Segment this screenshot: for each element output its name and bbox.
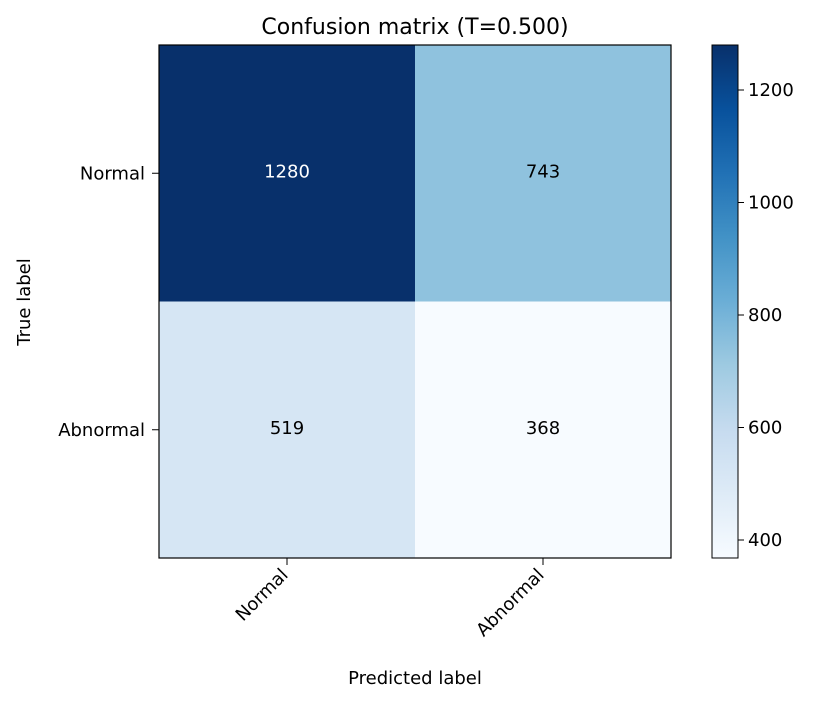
colorbar-tick-label: 1200	[748, 80, 794, 101]
colorbar-ticks: 400 600 800 1000 1200	[738, 80, 794, 551]
matrix-cells	[159, 45, 672, 559]
colorbar-tick-label: 800	[748, 305, 782, 326]
colorbar-tick-label: 400	[748, 530, 782, 551]
matrix-cell-value: 743	[526, 161, 560, 182]
y-tick-label: Abnormal	[58, 420, 145, 441]
matrix-cell	[415, 45, 672, 302]
y-tick-label: Normal	[80, 163, 145, 184]
colorbar: 400 600 800 1000 1200	[711, 44, 794, 559]
matrix-cell-value: 519	[270, 418, 304, 439]
colorbar-gradient	[711, 44, 739, 559]
matrix-cell	[415, 301, 672, 559]
colorbar-tick-label: 1000	[748, 193, 794, 214]
y-axis-ticks: Normal Abnormal	[58, 163, 159, 441]
colorbar-tick-label: 600	[748, 418, 782, 439]
matrix-cell-labels: 1280 743 519 368	[264, 161, 560, 439]
plot-frame	[158, 44, 672, 559]
x-axis-label: Predicted label	[348, 668, 482, 689]
matrix-cell	[159, 301, 416, 559]
matrix-cell-value: 368	[526, 418, 560, 439]
y-axis-label: True label	[14, 258, 35, 347]
matrix-cell-value: 1280	[264, 161, 310, 182]
chart-title: Confusion matrix (T=0.500)	[261, 15, 568, 40]
matrix-cell	[159, 45, 416, 302]
